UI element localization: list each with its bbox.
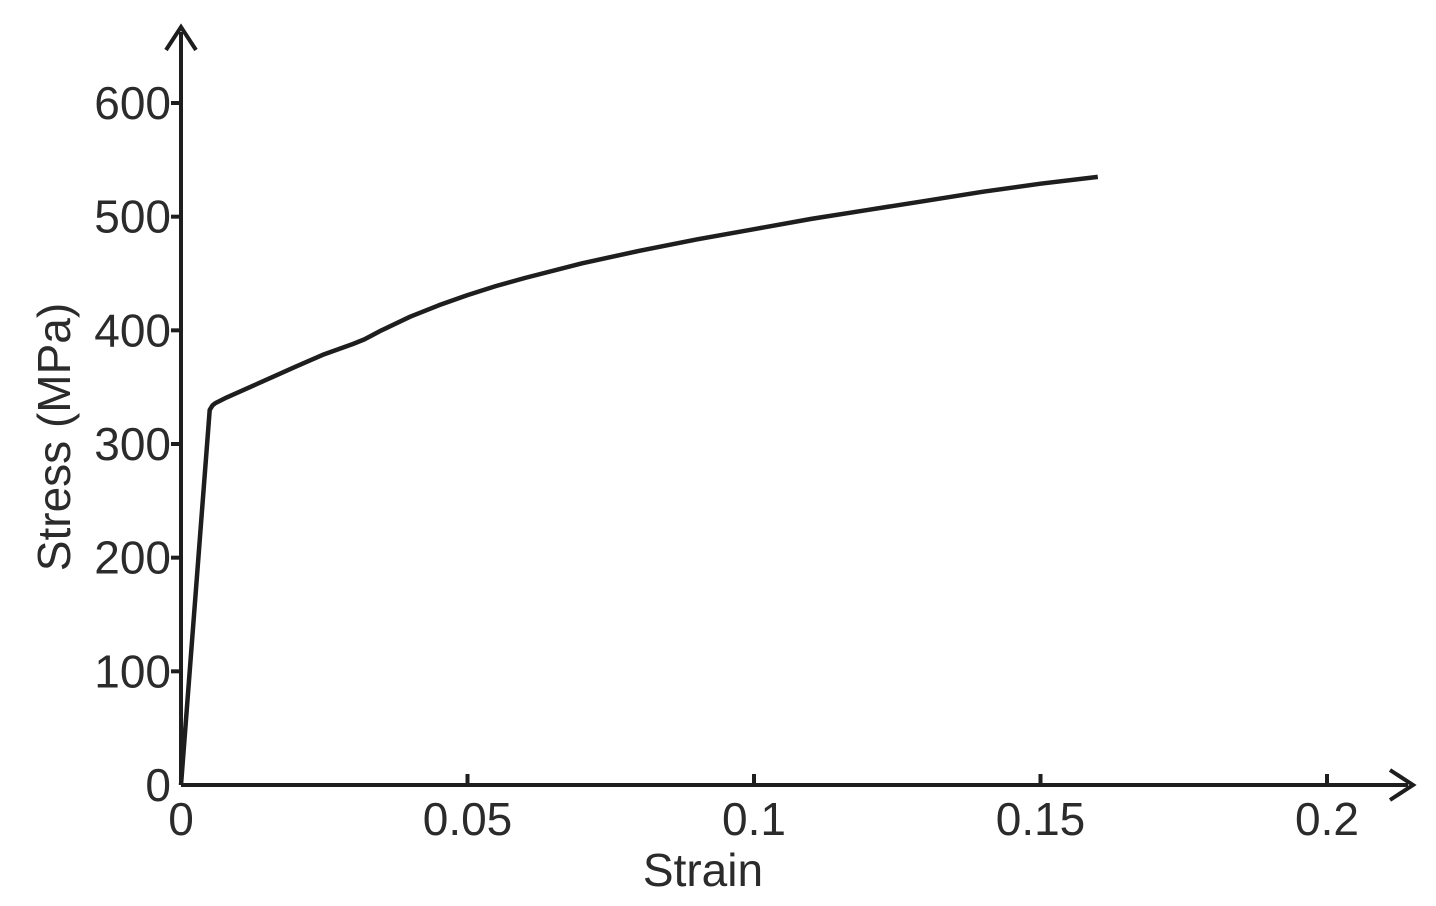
y-axis-arrow-icon [164,23,198,52]
y-tick-label: 200 [94,532,171,584]
y-tick-label: 400 [94,304,171,356]
x-tick-label: 0.15 [996,793,1086,845]
series-group [178,174,1099,786]
x-tick-label: 0.1 [722,793,786,845]
x-axis [181,768,1417,802]
y-tick-label: 600 [94,77,171,129]
y-axis-title: Stress (MPa) [28,303,80,571]
x-tick-label: 0.05 [423,793,513,845]
x-ticks: 0 0.05 0.1 0.15 0.2 [168,774,1359,845]
y-tick-label: 100 [94,645,171,697]
y-tick-label: 500 [94,191,171,243]
stress-strain-curve [178,174,1099,786]
x-axis-arrow-icon [1388,768,1417,802]
y-axis [164,23,198,785]
x-tick-label: 0.2 [1295,793,1359,845]
y-ticks: 0 100 200 300 400 500 600 [94,77,181,811]
x-axis-title: Strain [643,844,763,896]
y-tick-label: 300 [94,418,171,470]
y-tick-label: 0 [145,759,171,811]
x-tick-label: 0 [168,793,194,845]
